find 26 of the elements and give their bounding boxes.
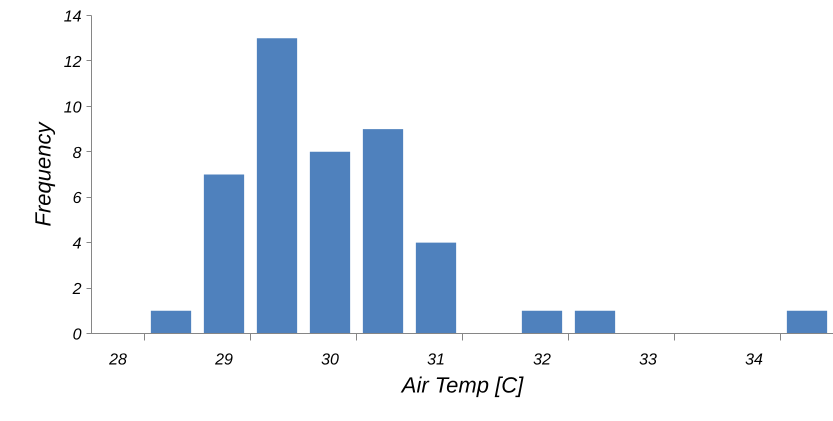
bar <box>204 174 244 334</box>
y-tick-label: 8 <box>72 144 82 162</box>
y-tick-label: 12 <box>64 54 82 71</box>
x-tick-label: 28 <box>108 352 127 368</box>
bar <box>150 310 192 334</box>
bar <box>416 242 456 334</box>
y-tick-label: 2 <box>72 281 82 298</box>
y-tick-label: 4 <box>72 236 82 253</box>
bar <box>256 38 298 334</box>
x-tick-label: 30 <box>321 352 339 368</box>
y-tick-label: 0 <box>72 326 82 344</box>
y-tick-label: 14 <box>64 8 82 26</box>
y-tick-label: 6 <box>72 190 82 208</box>
x-tick-label: 33 <box>639 352 657 368</box>
bar <box>574 310 616 334</box>
bar <box>786 310 828 334</box>
x-tick-label: 31 <box>427 352 445 368</box>
bar <box>310 152 350 334</box>
y-axis-title: Frequency <box>30 120 56 226</box>
x-tick-label: 34 <box>745 352 763 368</box>
x-tick-label: 29 <box>214 352 233 368</box>
x-tick-label: 32 <box>533 352 551 368</box>
x-axis-title: Air Temp [C] <box>400 372 524 398</box>
bar <box>362 129 404 334</box>
bar <box>522 310 562 334</box>
y-tick-label: 10 <box>64 99 82 116</box>
